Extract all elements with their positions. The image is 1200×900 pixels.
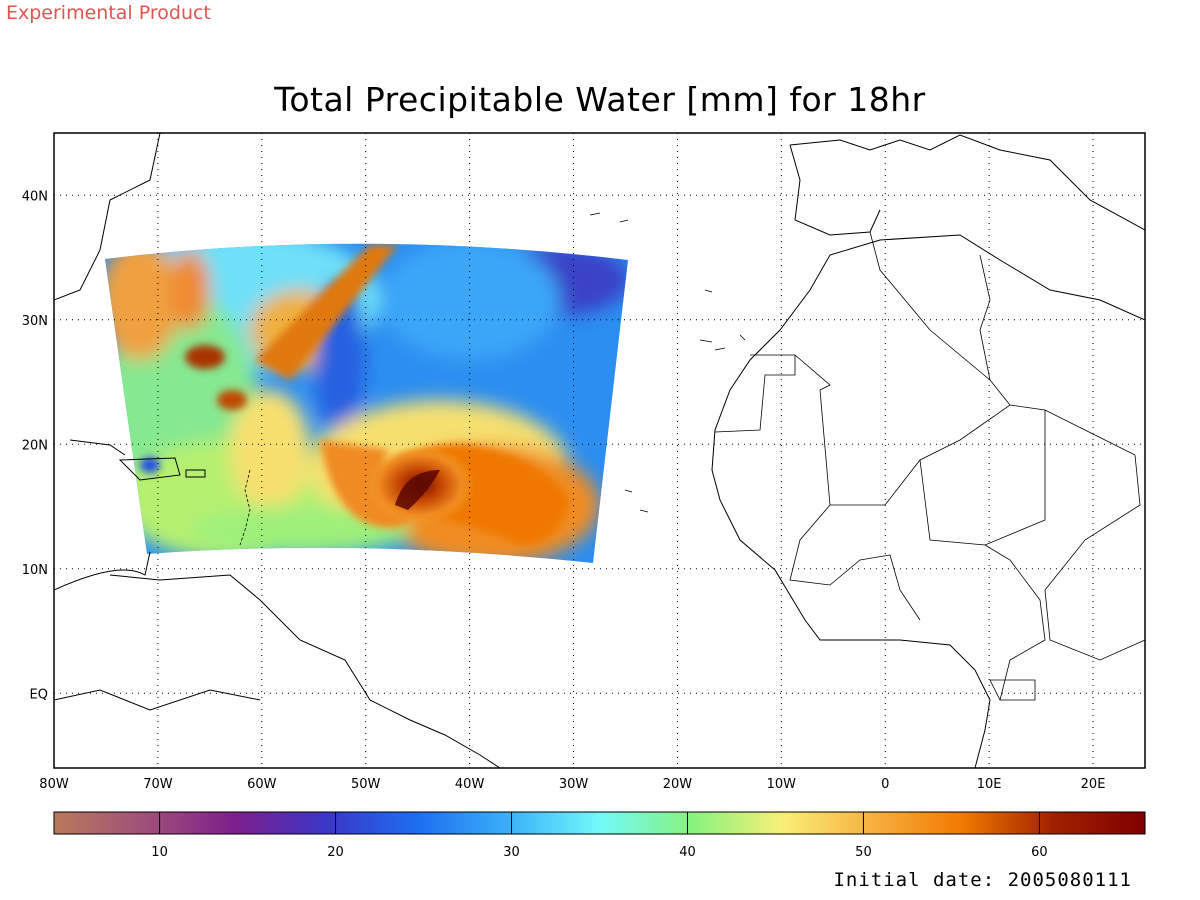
lon-tick-label: 10E bbox=[977, 777, 1002, 792]
central-america-coast bbox=[54, 551, 151, 591]
lon-tick-label: 40W bbox=[455, 777, 485, 792]
europe-coast bbox=[789, 134, 1145, 231]
lon-tick-label: 80W bbox=[39, 777, 69, 792]
lon-tick-label: 30W bbox=[559, 777, 589, 792]
colorbar-tick-label: 40 bbox=[679, 845, 696, 860]
lon-tick-label: 0 bbox=[881, 777, 889, 792]
cuba-coast bbox=[69, 439, 126, 456]
lesser-antilles bbox=[239, 469, 251, 546]
iberia-coast bbox=[789, 144, 881, 236]
latitude-labels: 40N 30N 20N 10N EQ bbox=[22, 189, 48, 702]
longitude-labels: 80W 70W 60W 50W 40W 30W 20W 10W 0 10E 20E bbox=[39, 777, 1105, 792]
colorbar bbox=[53, 811, 1146, 835]
map-frame bbox=[53, 132, 1146, 769]
north-america-coast bbox=[54, 133, 161, 301]
lon-tick-label: 70W bbox=[143, 777, 173, 792]
colorbar-tick-label: 20 bbox=[327, 845, 344, 860]
lon-tick-label: 60W bbox=[247, 777, 277, 792]
atlantic-islands bbox=[589, 212, 746, 513]
hispaniola-coast bbox=[118, 457, 181, 481]
colorbar-tick-label: 60 bbox=[1031, 845, 1048, 860]
lon-tick-label: 50W bbox=[351, 777, 381, 792]
lat-tick-label: 40N bbox=[22, 189, 48, 204]
colorbar-tick-label: 30 bbox=[503, 845, 520, 860]
colorbar-tick-label: 50 bbox=[855, 845, 872, 860]
lat-tick-label: EQ bbox=[30, 687, 48, 702]
lon-tick-label: 20W bbox=[663, 777, 693, 792]
lon-tick-label: 20E bbox=[1081, 777, 1106, 792]
initial-date-label: Initial date: 2005080111 bbox=[833, 869, 1132, 891]
africa-borders bbox=[714, 231, 1145, 701]
lat-tick-label: 10N bbox=[22, 563, 48, 578]
colorbar-tick-label: 10 bbox=[151, 845, 168, 860]
precipitable-water-field bbox=[105, 243, 628, 563]
puerto-rico-coast bbox=[185, 469, 206, 478]
lon-tick-label: 10W bbox=[767, 777, 797, 792]
south-america-coast bbox=[109, 574, 501, 768]
colorbar-ticks bbox=[159, 812, 1040, 834]
experimental-product-label: Experimental Product bbox=[6, 2, 211, 24]
colorbar-labels: 10 20 30 40 50 60 bbox=[151, 845, 1047, 860]
map-title: Total Precipitable Water [mm] for 18hr bbox=[274, 80, 926, 119]
africa-coast bbox=[711, 234, 1145, 768]
lat-tick-label: 30N bbox=[22, 314, 48, 329]
lat-tick-label: 20N bbox=[22, 438, 48, 453]
